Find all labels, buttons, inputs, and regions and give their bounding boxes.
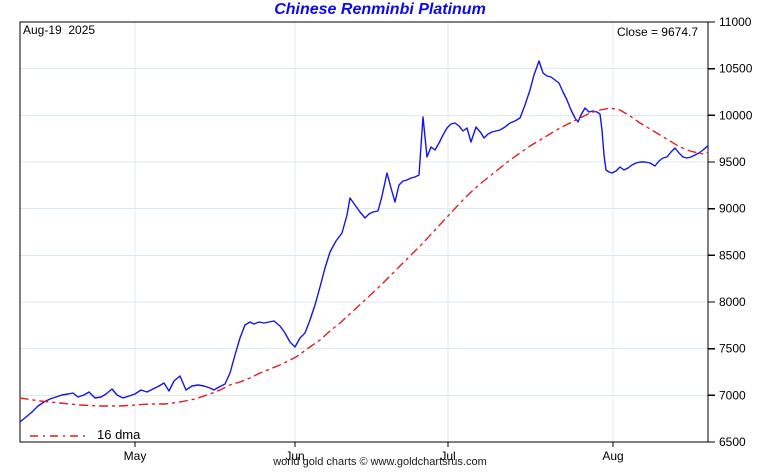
y-tick-label: 8500: [719, 248, 746, 262]
chart-title: Chinese Renminbi Platinum: [274, 1, 486, 18]
legend-16dma-label: 16 dma: [97, 427, 141, 442]
y-tick-label: 9500: [719, 155, 746, 169]
x-tick-label: Jul: [440, 449, 455, 463]
x-tick-label: Aug: [602, 449, 623, 463]
y-tick-label: 7000: [719, 388, 746, 402]
series-16-dma: [19, 107, 709, 407]
series-price: [19, 60, 709, 423]
y-tick-label: 7500: [719, 342, 746, 356]
x-tick-label: May: [124, 449, 147, 463]
plot-border: [19, 21, 709, 443]
y-tick-label: 6500: [719, 435, 746, 449]
close-value-label: Close = 9674.7: [616, 25, 698, 39]
y-tick-label: 11000: [719, 15, 752, 29]
y-tick-label: 10000: [719, 108, 753, 122]
y-tick-label: 9000: [719, 202, 746, 216]
y-tick-label: 10500: [719, 62, 753, 76]
copyright-credit: world gold charts © www.goldchartsrus.co…: [273, 456, 487, 468]
y-tick-label: 8000: [719, 295, 746, 309]
x-tick-label: Jun: [285, 449, 304, 463]
date-label: Aug-19 2025: [23, 23, 96, 37]
